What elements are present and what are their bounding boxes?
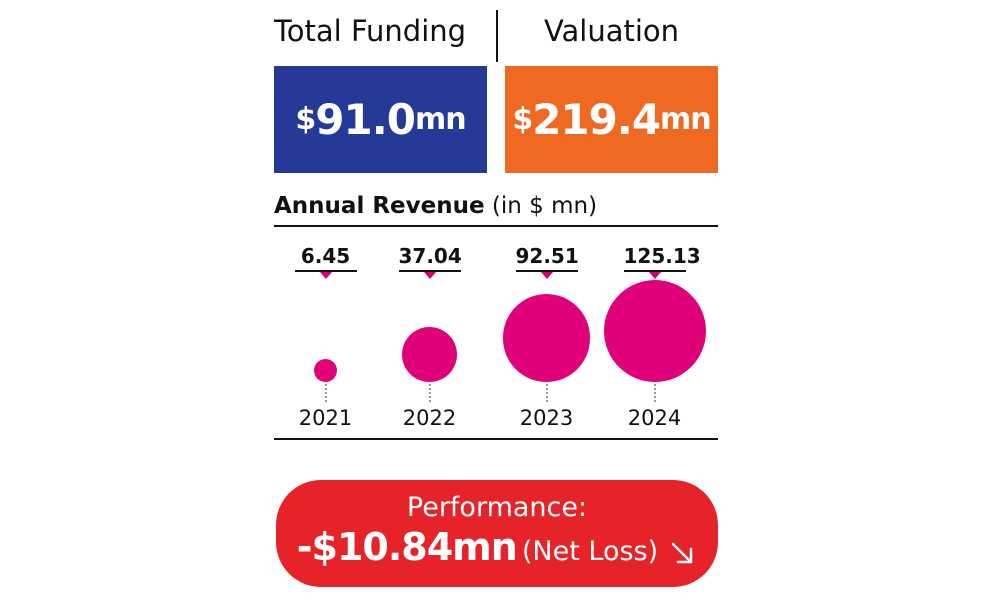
funding-amount: 91.0 [315, 95, 416, 144]
year-label: 2022 [402, 406, 457, 430]
performance-pill: Performance: -$10.84mn (Net Loss) [276, 480, 718, 587]
funding-unit: mn [414, 102, 467, 137]
valuation-value-box: $ 219.4 mn [505, 66, 718, 173]
bubble-leader-line [428, 384, 431, 402]
performance-note: (Net Loss) [521, 536, 659, 567]
valuation-label: Valuation [543, 14, 680, 48]
revenue-bubble [502, 294, 591, 382]
year-label: 2024 [627, 406, 682, 430]
bubble-leader-line [545, 384, 548, 402]
value-pointer [423, 272, 436, 279]
performance-line: -$10.84mn (Net Loss) [276, 525, 718, 572]
performance-value: -$10.84mn [296, 525, 518, 569]
year-label: 2023 [519, 406, 574, 430]
revenue-bubble [603, 280, 706, 382]
funding-currency: $ [295, 102, 316, 137]
revenue-bubble [401, 326, 458, 382]
valuation-unit: mn [660, 102, 712, 137]
funding-value-box: $ 91.0 mn [274, 66, 487, 173]
value-pointer [319, 272, 332, 279]
valuation-amount: 219.4 [532, 95, 661, 144]
bubble-value-label: 92.51 [515, 244, 579, 272]
revenue-title-unit: (in $ mn) [491, 193, 598, 219]
revenue-top-rule [274, 225, 718, 227]
bubble-value-label: 125.13 [623, 244, 701, 272]
year-label: 2021 [298, 406, 353, 430]
total-funding-label: Total Funding [274, 14, 467, 48]
bubble-leader-line [653, 384, 656, 402]
bubble-leader-line [324, 384, 327, 402]
revenue-bubble [313, 358, 338, 382]
arrow-down-right-icon [669, 540, 697, 572]
header-divider [496, 10, 498, 62]
revenue-title-bold: Annual Revenue [274, 193, 485, 219]
bubble-value-label: 37.04 [398, 244, 462, 272]
performance-label: Performance: [406, 492, 588, 523]
bubble-value-label: 6.45 [294, 244, 357, 272]
revenue-title: Annual Revenue (in $ mn) [274, 193, 718, 219]
valuation-currency: $ [512, 102, 533, 137]
revenue-bubble-chart: 6.45 2021 37.04 2022 92.51 2023 125.13 2024 [274, 228, 718, 438]
revenue-bottom-rule [274, 438, 718, 440]
value-pointer [648, 272, 661, 279]
value-pointer [540, 272, 553, 279]
